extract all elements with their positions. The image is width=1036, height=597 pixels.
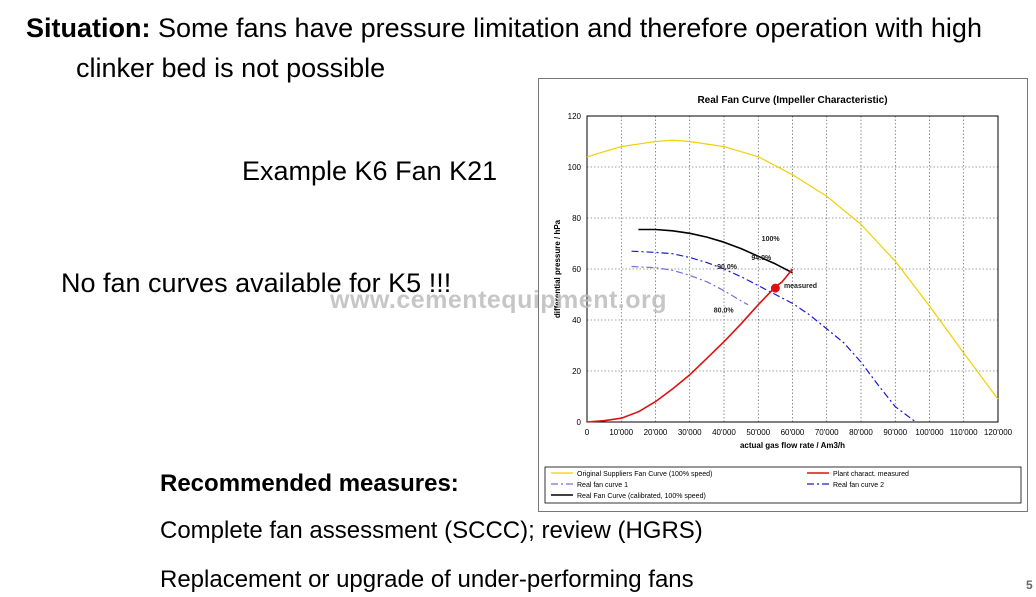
y-tick-label: 0 xyxy=(577,418,582,427)
measure-item-2: Replacement or upgrade of under-performi… xyxy=(160,566,694,593)
x-tick-label: 70'000 xyxy=(815,428,839,437)
chart-annotation: 94.0% xyxy=(751,255,772,262)
page-number: 5 xyxy=(1026,578,1033,592)
fan-curve-chart: Real Fan Curve (Impeller Characteristic)… xyxy=(538,78,1028,512)
watermark: www.cementequipment.org xyxy=(330,286,668,314)
situation-line-1: Some fans have pressure limitation and t… xyxy=(150,13,982,43)
legend-entry: Original Suppliers Fan Curve (100% speed… xyxy=(577,471,712,478)
x-tick-label: 10'000 xyxy=(609,428,633,437)
no-fan-curves-note: No fan curves available for K5 !!! xyxy=(61,268,452,298)
series-line xyxy=(631,250,917,423)
chart-annotation: measured xyxy=(784,283,817,290)
chart-legend xyxy=(544,466,1022,504)
y-axis-label: differential pressure / hPa xyxy=(553,219,562,318)
series-line xyxy=(638,228,793,274)
measure-item-1: Complete fan assessment (SCCC); review (… xyxy=(160,517,703,544)
x-tick-label: 100'000 xyxy=(915,428,944,437)
y-tick-label: 20 xyxy=(572,367,581,376)
legend-entry: Real fan curve 1 xyxy=(577,482,628,489)
legend-entry: Real fan curve 2 xyxy=(833,482,884,489)
x-tick-label: 0 xyxy=(585,428,590,437)
x-tick-label: 60'000 xyxy=(781,428,805,437)
legend-entry: Real Fan Curve (calibrated, 100% speed) xyxy=(577,493,706,500)
measured-point xyxy=(770,283,780,293)
series-line xyxy=(586,139,999,400)
x-axis-label: actual gas flow rate / Am3/h xyxy=(740,441,845,450)
situation-label: Situation: xyxy=(26,13,151,43)
series-line xyxy=(631,265,749,306)
situation-text: Situation: Some fans have pressure limit… xyxy=(26,8,1036,88)
example-label: Example K6 Fan K21 xyxy=(242,156,498,186)
x-tick-label: 30'000 xyxy=(678,428,702,437)
x-tick-label: 110'000 xyxy=(950,428,978,437)
y-tick-label: 60 xyxy=(572,265,581,274)
x-tick-label: 90'000 xyxy=(883,428,907,437)
plot-area xyxy=(586,115,999,423)
x-tick-label: 40'000 xyxy=(712,428,736,437)
fan-curve-svg: Real Fan Curve (Impeller Characteristic)… xyxy=(544,95,1022,504)
chart-annotation: 80.0% xyxy=(714,307,735,314)
situation-line-2: clinker bed is not possible xyxy=(76,53,386,83)
chart-annotation: 90.0% xyxy=(717,264,738,271)
y-tick-label: 100 xyxy=(568,163,582,172)
legend-entry: Plant charact. measured xyxy=(833,471,909,478)
x-tick-label: 80'000 xyxy=(849,428,873,437)
chart-title: Real Fan Curve (Impeller Characteristic) xyxy=(697,95,887,106)
x-tick-label: 50'000 xyxy=(746,428,770,437)
x-tick-label: 120'000 xyxy=(984,428,1013,437)
chart-annotation: 100% xyxy=(762,236,781,243)
y-tick-label: 40 xyxy=(572,316,581,325)
x-tick-label: 20'000 xyxy=(644,428,668,437)
y-tick-label: 80 xyxy=(572,214,581,223)
y-tick-label: 120 xyxy=(568,112,582,121)
recommended-measures-title: Recommended measures: xyxy=(160,470,459,497)
